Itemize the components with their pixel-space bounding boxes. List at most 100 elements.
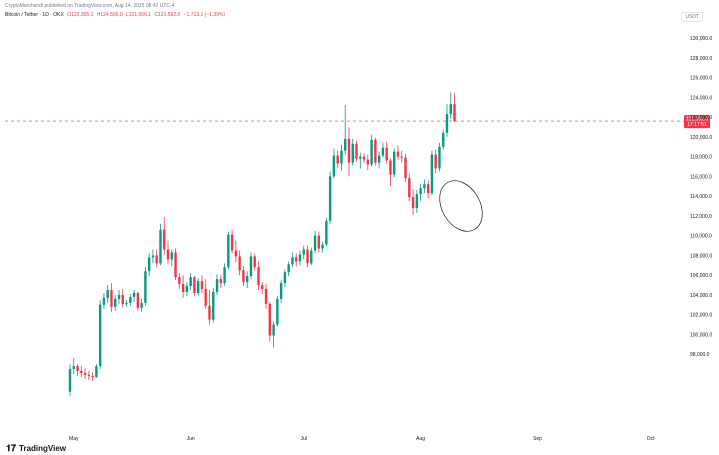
candle-body [136, 292, 140, 308]
candle [80, 366, 83, 377]
candle-body [411, 197, 415, 208]
candle [291, 252, 294, 268]
annotation-ellipse [439, 180, 483, 232]
candle-body [385, 147, 388, 161]
candle-body [253, 256, 256, 268]
time-axis: May Jun Jul Aug Sep Oct [69, 436, 655, 442]
candle-body [238, 256, 241, 271]
candle-body [434, 154, 437, 169]
candle [377, 151, 381, 169]
candle [159, 223, 162, 266]
candle [114, 294, 117, 311]
candle [189, 273, 192, 290]
candle-body [408, 178, 411, 198]
candle [261, 282, 264, 294]
candle-body [449, 104, 452, 115]
candle [144, 267, 147, 306]
candle-body [442, 132, 445, 147]
candle-body [336, 155, 339, 164]
annotations: 121,592.017:17:51 [5, 115, 710, 232]
y-tick-label: 126,000.0 [690, 76, 712, 82]
candle-body [362, 156, 366, 160]
candle [426, 180, 430, 199]
candle-body [423, 184, 426, 189]
candle [234, 240, 238, 263]
candle [76, 364, 79, 376]
candle-body [377, 155, 381, 163]
y-tick-label: 98,000.0 [690, 352, 710, 358]
candle [287, 261, 290, 277]
candle-body [196, 281, 200, 293]
ohlc-close: C121,592.0 [154, 12, 181, 18]
candle-body [230, 234, 234, 251]
x-tick-label: Aug [416, 436, 425, 442]
candle [340, 144, 343, 171]
candle-body [72, 366, 75, 370]
y-tick-label: 128,000.0 [690, 56, 712, 62]
candle [351, 138, 354, 166]
x-tick-label: Sep [533, 436, 542, 442]
candle [362, 153, 366, 163]
candle [245, 271, 249, 289]
candle [347, 126, 351, 177]
candle [249, 252, 253, 280]
candle [298, 250, 302, 266]
candle-body [83, 373, 87, 375]
candle [196, 278, 200, 296]
y-tick-label: 100,000.0 [690, 332, 712, 338]
y-tick-label: 124,000.0 [690, 95, 712, 101]
candle-body [389, 160, 392, 175]
candle-body [110, 290, 113, 307]
y-tick-label: 102,000.0 [690, 313, 712, 319]
x-tick-label: Jun [187, 436, 195, 442]
symbol-legend[interactable]: Bitcoin / Tether · 1D · OKX O123,305.1 H… [5, 12, 227, 18]
candle-body [306, 249, 309, 264]
candle-body [140, 302, 143, 308]
candle-body [193, 277, 196, 293]
candle [147, 253, 151, 277]
candle [219, 275, 222, 289]
candle-body [80, 371, 83, 374]
candle [355, 140, 358, 162]
candle [87, 371, 91, 380]
candle [389, 158, 392, 187]
candle [295, 253, 298, 267]
candle [98, 299, 102, 370]
candle-body [419, 188, 422, 195]
price-axis: 98,000.0 100,000.0 102,000.0 104,000.0 106,0… [690, 36, 712, 358]
candle [381, 142, 385, 158]
currency-button[interactable]: USDT [681, 12, 703, 22]
candle [310, 247, 313, 266]
candle [117, 290, 121, 304]
candle-body [249, 256, 253, 277]
candle [227, 231, 230, 270]
candle-body [181, 284, 185, 292]
candle-body [129, 296, 132, 303]
candle [151, 249, 155, 264]
candle-body [68, 369, 72, 392]
candle-body [272, 324, 275, 336]
candle [110, 283, 113, 312]
x-tick-label: Oct [647, 436, 655, 442]
candle-body [125, 302, 128, 304]
y-tick-label: 108,000.0 [690, 253, 712, 259]
candle [400, 150, 403, 163]
candle-body [445, 114, 449, 133]
candle [302, 245, 305, 260]
candle [423, 179, 426, 194]
candle [332, 148, 336, 179]
countdown-label: 17:17:51 [687, 122, 707, 128]
candle-body [106, 290, 109, 298]
candle-body [415, 194, 419, 208]
tradingview-logo-text: TradingView [19, 444, 66, 453]
candle [170, 249, 173, 267]
candle [178, 273, 181, 290]
candle-body [287, 264, 290, 273]
candle [442, 129, 445, 150]
candle [212, 288, 215, 323]
candle [306, 245, 309, 268]
ohlc-high: H124,500.0 [96, 12, 123, 18]
candle [204, 279, 207, 309]
candle [95, 364, 98, 378]
